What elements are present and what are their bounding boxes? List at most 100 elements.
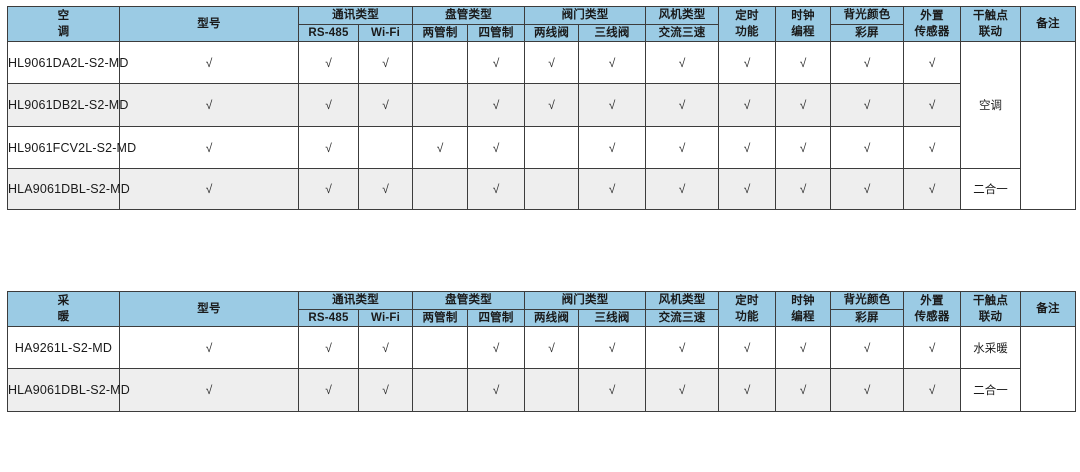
cell-external-sensor: √ bbox=[830, 168, 904, 211]
col-header-wifi: Wi-Fi bbox=[358, 308, 413, 328]
cell-timer: √ bbox=[645, 83, 719, 128]
col-header-color-screen: 彩屏 bbox=[830, 308, 904, 328]
cell-remark: 二合一 bbox=[960, 368, 1021, 413]
table-row[interactable]: HL9061FCV2L-S2-MD √ √ √ √ √ √ √ √ √ √ bbox=[7, 126, 1076, 170]
cell-dry-contact: √ bbox=[903, 41, 961, 85]
table-body-heating: HA9261L-S2-MD √ √ √ √ √ √ √ √ √ √ √ 水采暖 HLA9061DBL-S2… bbox=[7, 326, 1076, 413]
cell-color-screen: √ bbox=[775, 168, 831, 211]
drycontact-line-1: 干触点 bbox=[972, 294, 1009, 307]
cell-rs485: √ bbox=[119, 368, 299, 413]
cell-model: HLA9061DBL-S2-MD bbox=[7, 368, 130, 413]
col-header-two-wire-valve: 两线阀 bbox=[524, 308, 579, 328]
cell-remark: 水采暖 bbox=[960, 326, 1021, 370]
cell-clock: √ bbox=[718, 126, 776, 170]
cell-model: HL9061DA2L-S2-MD bbox=[7, 41, 128, 85]
cell-three-wire-valve: √ bbox=[524, 83, 579, 128]
timer-line-2: 功能 bbox=[735, 311, 759, 324]
cell-timer: √ bbox=[645, 126, 719, 170]
col-header-external-sensor: 外置 传感器 bbox=[903, 290, 961, 328]
cell-ac-three-speed: √ bbox=[578, 83, 646, 128]
col-header-ac-three-speed: 交流三速 bbox=[645, 23, 719, 43]
table-body-air-conditioner: HL9061DA2L-S2-MD √ √ √ √ √ √ √ √ √ √ √ 空调 HL9061DB2L-… bbox=[7, 41, 1076, 211]
category-label: 空调 bbox=[58, 10, 70, 39]
sensor-line-2: 传感器 bbox=[914, 26, 950, 39]
cell-three-wire-valve: √ bbox=[524, 326, 579, 370]
cell-two-pipe: √ bbox=[358, 326, 413, 370]
col-header-color-screen: 彩屏 bbox=[830, 23, 904, 43]
cell-timer: √ bbox=[645, 368, 719, 413]
cell-two-wire-valve: √ bbox=[467, 326, 525, 370]
table-row[interactable]: HA9261L-S2-MD √ √ √ √ √ √ √ √ √ √ √ 水采暖 bbox=[7, 326, 1076, 370]
category-cell-air-conditioner: 空调 bbox=[7, 5, 120, 43]
col-header-timer-function: 定时 功能 bbox=[718, 290, 776, 328]
cell-ac-three-speed: √ bbox=[578, 168, 646, 211]
cell-ac-three-speed: √ bbox=[578, 41, 646, 85]
cell-color-screen: √ bbox=[775, 41, 831, 85]
cell-two-pipe: √ bbox=[358, 41, 413, 85]
cell-color-screen: √ bbox=[775, 326, 831, 370]
cell-model: HLA9061DBL-S2-MD bbox=[7, 168, 130, 211]
cell-two-wire-valve: √ bbox=[467, 168, 525, 211]
cell-four-pipe bbox=[412, 41, 468, 85]
cell-remark: 二合一 bbox=[960, 168, 1021, 211]
cell-model: HL9061DB2L-S2-MD bbox=[7, 83, 128, 128]
cell-ac-three-speed: √ bbox=[578, 126, 646, 170]
clock-line-2: 编程 bbox=[791, 26, 815, 39]
cell-timer: √ bbox=[645, 168, 719, 211]
cell-clock: √ bbox=[718, 168, 776, 211]
col-group-fan-type: 风机类型 bbox=[645, 6, 719, 25]
cell-dry-contact: √ bbox=[903, 126, 961, 170]
cell-clock: √ bbox=[718, 368, 776, 413]
cell-two-wire-valve: √ bbox=[467, 83, 525, 128]
sensor-line-2: 传感器 bbox=[914, 311, 950, 324]
col-header-four-pipe: 四管制 bbox=[467, 23, 525, 43]
cell-ac-three-speed: √ bbox=[578, 368, 646, 413]
cell-two-pipe bbox=[358, 126, 413, 170]
table-row[interactable]: HLA9061DBL-S2-MD √ √ √ √ √ √ √ √ √ √ 二合一 bbox=[7, 168, 1076, 211]
col-group-communication-type: 通讯类型 bbox=[298, 291, 413, 310]
cell-color-screen: √ bbox=[775, 126, 831, 170]
cell-three-wire-valve: √ bbox=[524, 41, 579, 85]
sensor-line-1: 外置 bbox=[920, 9, 944, 22]
cell-model: HL9061FCV2L-S2-MD bbox=[7, 126, 136, 170]
cell-external-sensor: √ bbox=[830, 326, 904, 370]
cell-ac-three-speed: √ bbox=[578, 326, 646, 370]
cell-rs485: √ bbox=[119, 326, 299, 370]
cell-rs485: √ bbox=[119, 41, 299, 85]
spec-table-heating: 采暖 型号 通讯类型 盘管类型 阀门类型 风机类型 定时 功能 时钟 编程 背光… bbox=[7, 290, 1076, 413]
col-header-remark: 备注 bbox=[1020, 5, 1076, 43]
col-header-wifi: Wi-Fi bbox=[358, 23, 413, 43]
cell-external-sensor: √ bbox=[830, 368, 904, 413]
cell-clock: √ bbox=[718, 83, 776, 128]
category-label: 采暖 bbox=[58, 295, 70, 324]
table-row[interactable]: HL9061DA2L-S2-MD √ √ √ √ √ √ √ √ √ √ √ 空调 bbox=[7, 41, 1076, 170]
col-header-two-pipe: 两管制 bbox=[412, 308, 468, 328]
cell-two-wire-valve: √ bbox=[467, 126, 525, 170]
cell-dry-contact: √ bbox=[903, 168, 961, 211]
cell-two-wire-valve: √ bbox=[467, 41, 525, 85]
clock-line-2: 编程 bbox=[791, 311, 815, 324]
table-row[interactable]: HLA9061DBL-S2-MD √ √ √ √ √ √ √ √ √ √ 二合一 bbox=[7, 368, 1076, 413]
sensor-line-1: 外置 bbox=[920, 294, 944, 307]
col-group-valve-type: 阀门类型 bbox=[524, 6, 646, 25]
table-header-row-top: 采暖 型号 通讯类型 盘管类型 阀门类型 风机类型 定时 功能 时钟 编程 背光… bbox=[7, 290, 1076, 328]
spec-table-air-conditioner: 空调 型号 通讯类型 盘管类型 阀门类型 风机类型 定时 功能 时钟 编程 背光… bbox=[7, 5, 1076, 211]
cell-model: HA9261L-S2-MD bbox=[7, 326, 120, 370]
col-header-ac-three-speed: 交流三速 bbox=[645, 308, 719, 328]
cell-four-pipe bbox=[412, 368, 468, 413]
col-group-backlight-color: 背光颜色 bbox=[830, 291, 904, 310]
table-row[interactable]: HL9061DB2L-S2-MD √ √ √ √ √ √ √ √ √ √ √ bbox=[7, 83, 1076, 128]
cell-wifi: √ bbox=[298, 126, 359, 170]
cell-two-pipe: √ bbox=[358, 168, 413, 211]
col-group-coil-pipe-type: 盘管类型 bbox=[412, 291, 525, 310]
drycontact-line-1: 干触点 bbox=[972, 9, 1009, 22]
cell-dry-contact: √ bbox=[903, 83, 961, 128]
col-header-rs485: RS-485 bbox=[298, 23, 359, 43]
cell-external-sensor: √ bbox=[830, 41, 904, 85]
cell-external-sensor: √ bbox=[830, 126, 904, 170]
category-char-1: 空 bbox=[57, 9, 70, 22]
cell-rs485: √ bbox=[119, 126, 299, 170]
cell-wifi: √ bbox=[298, 41, 359, 85]
clock-line-1: 时钟 bbox=[791, 294, 815, 307]
